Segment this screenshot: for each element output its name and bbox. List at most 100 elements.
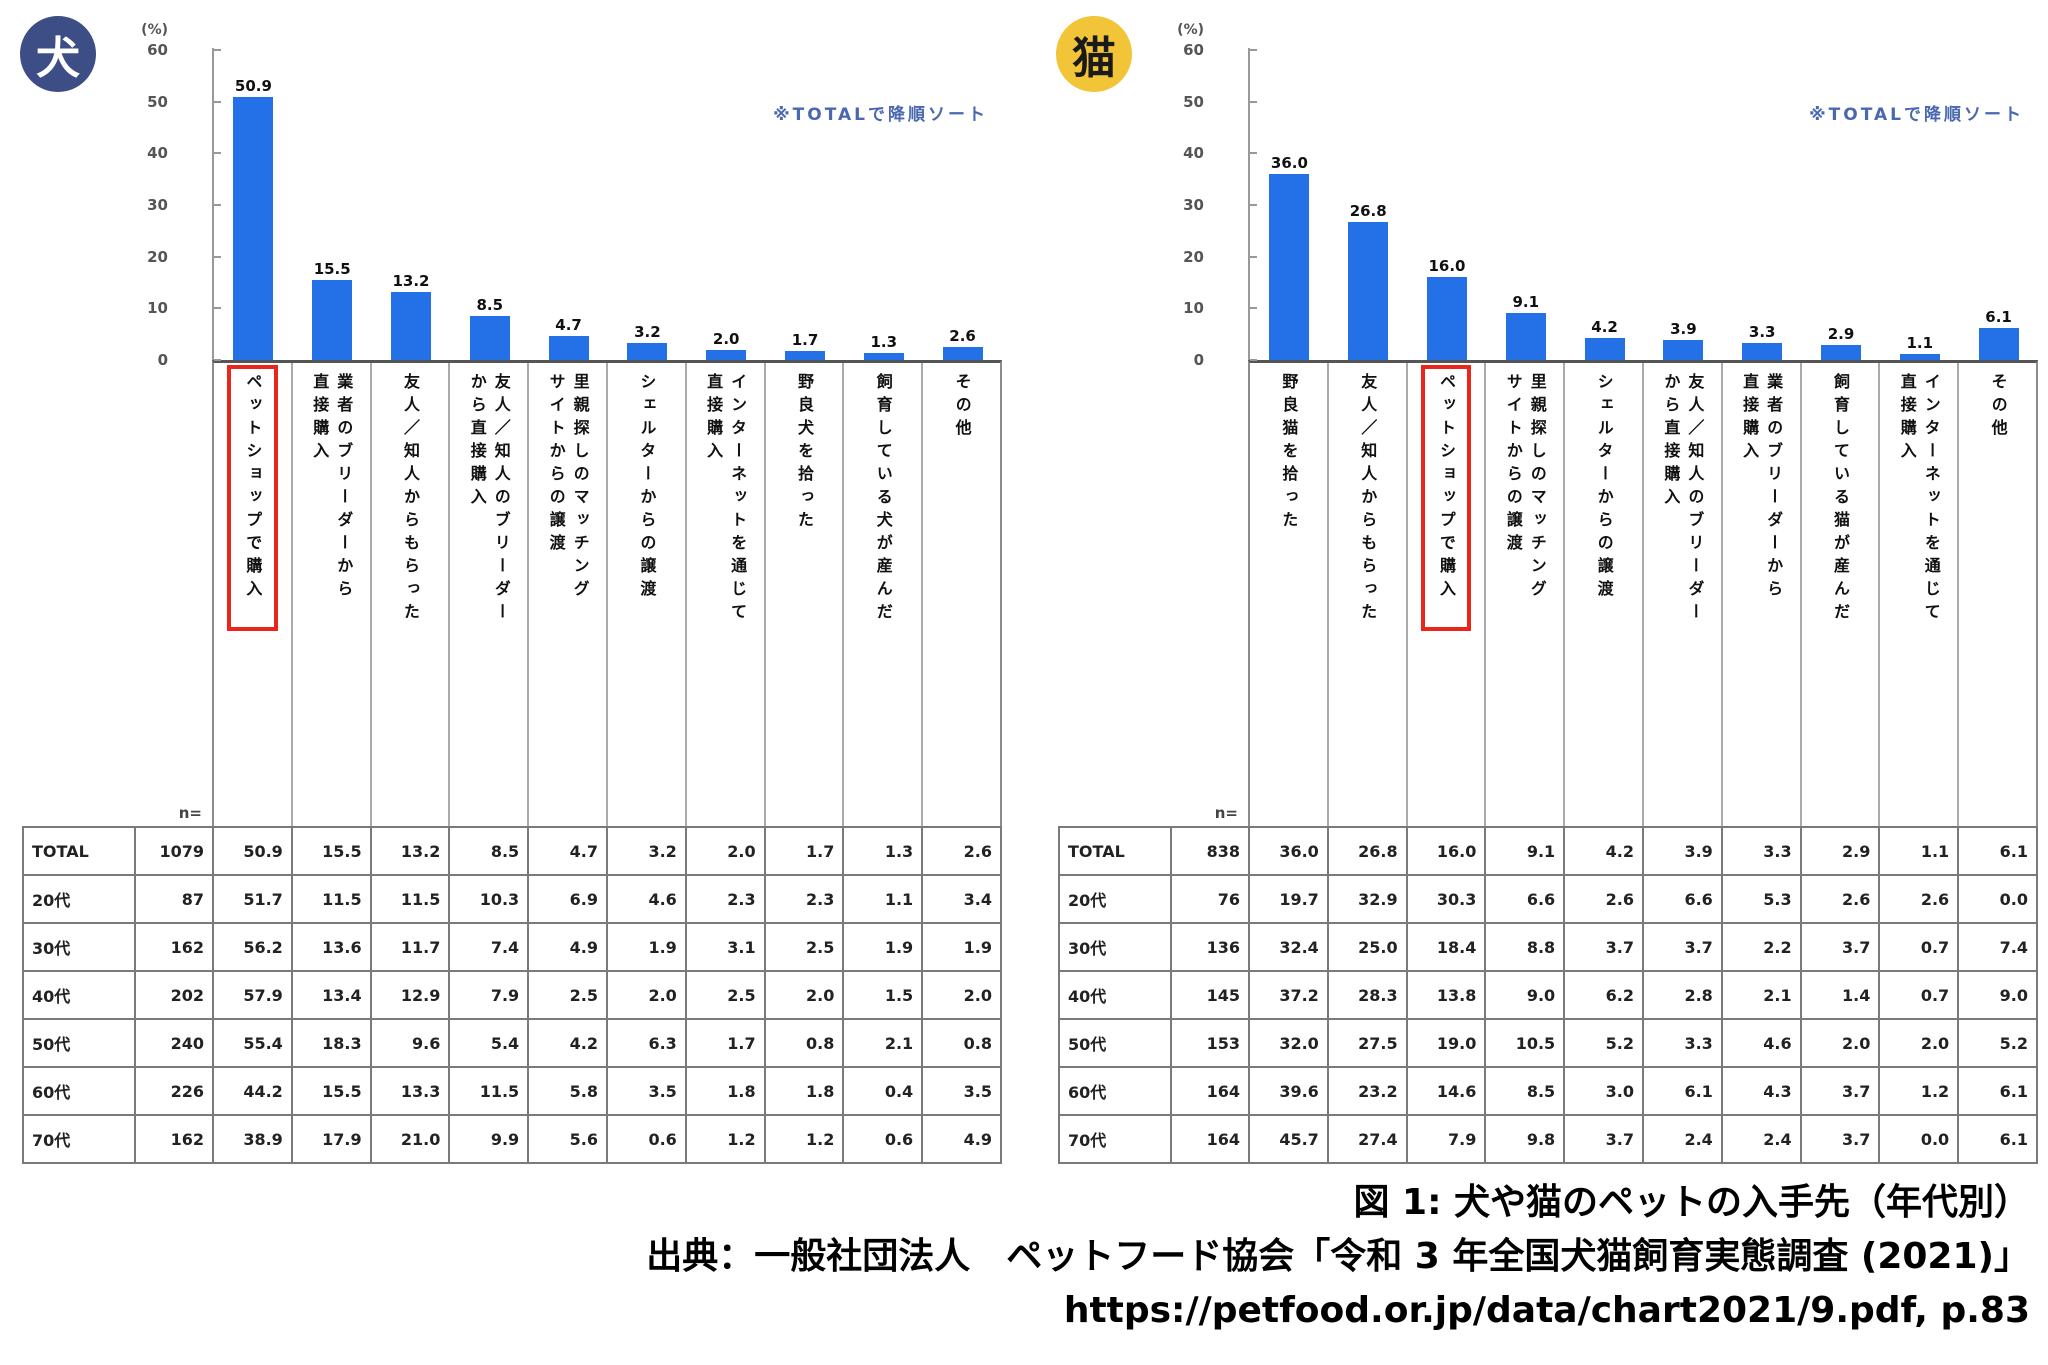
table-row: TOTAL 838 36.0 26.8 16.0 9.1 4.2 3.9 3.3 2.9 1.1 6.… [1060,828,2038,876]
dog-badge: 犬 [20,16,96,92]
value-cell: 3.7 [1802,1116,1881,1162]
value-cell: 44.2 [214,1068,293,1114]
value-cell: 4.6 [1723,1020,1802,1066]
category-label: その他 [952,373,972,442]
value-cell: 1.2 [766,1116,845,1162]
dog-table-stub: n= [22,360,212,826]
sort-annotation: ※TOTALで降順ソート [773,105,988,125]
bar [706,349,747,360]
bar [863,353,904,360]
bar-value-label: 1.7 [791,331,819,350]
y-tick-mark [214,152,221,155]
category-label-cell: インターネットを通じて 直接購入 [1880,363,1960,826]
value-cell: 1.8 [766,1068,845,1114]
value-cell: 2.0 [1880,1020,1960,1066]
value-cell: 9.0 [1959,972,2038,1018]
bar-column: 2.0 [687,48,766,360]
table-row: 70代 162 38.9 17.9 21.0 9.9 5.6 0.6 1.2 1.2 0.6 4.9 [24,1116,1002,1164]
value-cell: 1.7 [766,828,845,874]
value-cell: 6.6 [1644,876,1723,922]
value-cell: 1.2 [1880,1068,1960,1114]
y-tick-mark [1250,100,1257,103]
y-tick-mark [214,100,221,103]
value-cell: 3.7 [1644,924,1723,970]
n-value-cell: 164 [1172,1116,1250,1162]
category-label: 飼育している猫が産んだ [1830,373,1850,626]
category-label: 業者のブリーダーから 直接購入 [310,373,354,603]
n-value-cell: 136 [1172,924,1250,970]
cat-category-labels: 野良猫を拾った 友人／知人からもらった ペットショップで購入 里親探しのマッチング サ… [1248,360,2038,826]
table-row: 30代 162 56.2 13.6 11.7 7.4 4.9 1.9 3.1 2.5 1.9 1.9 [24,924,1002,972]
value-cell: 5.2 [1565,1020,1644,1066]
y-tick-label: 30 [1183,196,1204,214]
category-label-cell: 里親探しのマッチング サイトからの譲渡 [529,363,608,826]
row-label-cell: 40代 [1060,972,1172,1018]
value-cell: 13.6 [293,924,372,970]
y-tick-mark [214,204,221,206]
y-axis-unit-label: (%) [1177,22,1204,38]
value-cell: 2.0 [608,972,687,1018]
value-cell: 50.9 [214,828,293,874]
bar [1978,328,2019,360]
y-tick-mark [214,359,221,361]
dog-category-labels-row: n= ペットショップで購入 業者のブリーダーから 直接購入 友人／知人からもらった 友… [22,360,1002,826]
value-cell: 0.8 [766,1020,845,1066]
bar-column: 3.2 [608,48,687,360]
value-cell: 19.0 [1408,1020,1487,1066]
y-tick-mark [1250,152,1257,155]
value-cell: 13.8 [1408,972,1487,1018]
bar-column: 36.0 [1250,48,1329,360]
category-label-cell: ペットショップで購入 [214,363,293,826]
category-label: 友人／知人のブリーダー から直接購入 [1661,373,1705,626]
y-tick-label: 60 [1183,41,1204,59]
value-cell: 19.7 [1250,876,1329,922]
bar-value-label: 16.0 [1428,257,1466,276]
value-cell: 6.1 [1644,1068,1723,1114]
value-cell: 30.3 [1408,876,1487,922]
category-label: 飼育している犬が産んだ [873,373,893,626]
row-label-cell: 60代 [24,1068,136,1114]
bar [1820,345,1861,360]
value-cell: 4.2 [1565,828,1644,874]
bar [469,316,510,360]
bar-value-label: 6.1 [1985,308,2012,327]
y-tick-label: 0 [1193,351,1204,369]
value-cell: 23.2 [1329,1068,1408,1114]
value-cell: 7.4 [1959,924,2038,970]
table-row: 50代 240 55.4 18.3 9.6 5.4 4.2 6.3 1.7 0.8 2.1 0.8 [24,1020,1002,1068]
value-cell: 18.4 [1408,924,1487,970]
bar-column: 4.2 [1565,48,1644,360]
category-label: 友人／知人からもらった [1358,373,1378,626]
n-value-cell: 153 [1172,1020,1250,1066]
value-cell: 2.9 [1802,828,1881,874]
y-tick-label: 40 [147,144,168,163]
value-cell: 32.9 [1329,876,1408,922]
value-cell: 2.8 [1644,972,1723,1018]
value-cell: 3.7 [1802,1068,1881,1114]
value-cell: 2.6 [1802,876,1881,922]
bar-value-label: 2.6 [949,326,976,345]
value-cell: 13.3 [372,1068,451,1114]
y-tick-label: 20 [147,247,168,266]
category-label: 友人／知人からもらった [400,373,420,626]
value-cell: 2.0 [687,828,766,874]
value-cell: 27.4 [1329,1116,1408,1162]
n-value-cell: 162 [136,924,214,970]
table-row: 30代 136 32.4 25.0 18.4 8.8 3.7 3.7 2.2 3.7 0.7 7.4 [1060,924,2038,972]
category-label-cell: 業者のブリーダーから 直接購入 [293,363,372,826]
value-cell: 3.7 [1565,924,1644,970]
sort-annotation: ※TOTALで降順ソート [1809,105,2024,125]
value-cell: 0.8 [923,1020,1002,1066]
row-label-cell: 50代 [1060,1020,1172,1066]
value-cell: 1.5 [844,972,924,1018]
bar-value-label: 2.9 [1827,325,1855,344]
value-cell: 17.9 [293,1116,372,1162]
value-cell: 5.2 [1959,1020,2038,1066]
value-cell: 3.3 [1644,1020,1723,1066]
y-tick-mark [1250,49,1257,51]
category-label-cell: シェルターからの譲渡 [1565,363,1644,826]
table-row: 50代 153 32.0 27.5 19.0 10.5 5.2 3.3 4.6 2.0 2.0 5.2 [1060,1020,2038,1068]
highlight-box [1420,365,1472,631]
category-label-cell: 飼育している猫が産んだ [1802,363,1881,826]
bar-column: 15.5 [293,48,372,360]
